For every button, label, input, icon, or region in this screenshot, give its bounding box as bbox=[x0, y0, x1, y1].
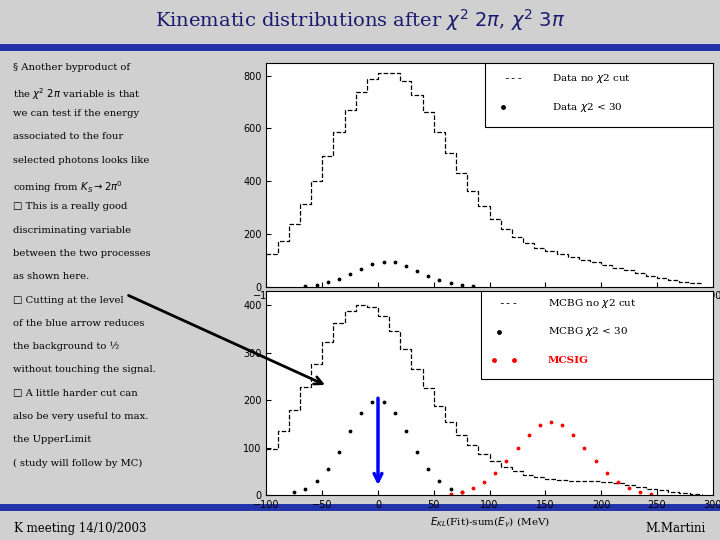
Text: MCBG $\chi$2 < 30: MCBG $\chi$2 < 30 bbox=[548, 326, 628, 339]
Bar bbox=[485, 47, 717, 127]
Bar bbox=[481, 277, 717, 379]
Text: coming from $K_S \rightarrow 2\pi^0$: coming from $K_S \rightarrow 2\pi^0$ bbox=[13, 179, 122, 195]
Text: Data no $\chi$2 cut: Data no $\chi$2 cut bbox=[552, 72, 631, 85]
Text: selected photons looks like: selected photons looks like bbox=[13, 156, 149, 165]
Text: □ A little harder cut can: □ A little harder cut can bbox=[13, 389, 138, 398]
Text: □ This is a really good: □ This is a really good bbox=[13, 202, 127, 211]
Text: ( study will follow by MC): ( study will follow by MC) bbox=[13, 458, 142, 468]
Text: ---: --- bbox=[498, 298, 519, 308]
Text: the UpperLimit: the UpperLimit bbox=[13, 435, 91, 444]
Text: associated to the four: associated to the four bbox=[13, 132, 123, 141]
Text: M.Martini: M.Martini bbox=[645, 522, 706, 535]
X-axis label: $E_{KL}$(fit)-sum($E_{\gamma}$) (MeV): $E_{KL}$(fit)-sum($E_{\gamma}$) (MeV) bbox=[431, 307, 548, 321]
Text: Data $\chi$2 < 30: Data $\chi$2 < 30 bbox=[552, 101, 623, 114]
Text: Kinematic distributions after $\chi^2$ $2\pi$, $\chi^2$ $3\pi$: Kinematic distributions after $\chi^2$ $… bbox=[155, 8, 565, 33]
X-axis label: $E_{KL}$(Fit)-sum($E_{\gamma}$) (MeV): $E_{KL}$(Fit)-sum($E_{\gamma}$) (MeV) bbox=[430, 516, 549, 530]
Text: as shown here.: as shown here. bbox=[13, 272, 89, 281]
Text: between the two processes: between the two processes bbox=[13, 249, 150, 258]
Text: of the blue arrow reduces: of the blue arrow reduces bbox=[13, 319, 144, 328]
Text: § Another byproduct of: § Another byproduct of bbox=[13, 63, 130, 71]
Text: the $\chi^2$ $2\pi$ variable is that: the $\chi^2$ $2\pi$ variable is that bbox=[13, 86, 140, 102]
Text: the background to ½: the background to ½ bbox=[13, 342, 119, 352]
Text: also be very useful to max.: also be very useful to max. bbox=[13, 412, 148, 421]
Text: without touching the signal.: without touching the signal. bbox=[13, 366, 156, 374]
Text: MCBG no $\chi$2 cut: MCBG no $\chi$2 cut bbox=[548, 297, 636, 310]
Text: MCSIG: MCSIG bbox=[548, 356, 589, 365]
Text: □ Cutting at the level: □ Cutting at the level bbox=[13, 295, 123, 305]
Text: K meeting 14/10/2003: K meeting 14/10/2003 bbox=[14, 522, 147, 535]
Text: we can test if the energy: we can test if the energy bbox=[13, 109, 139, 118]
Text: discriminating variable: discriminating variable bbox=[13, 226, 131, 235]
Text: ---: --- bbox=[503, 73, 523, 83]
